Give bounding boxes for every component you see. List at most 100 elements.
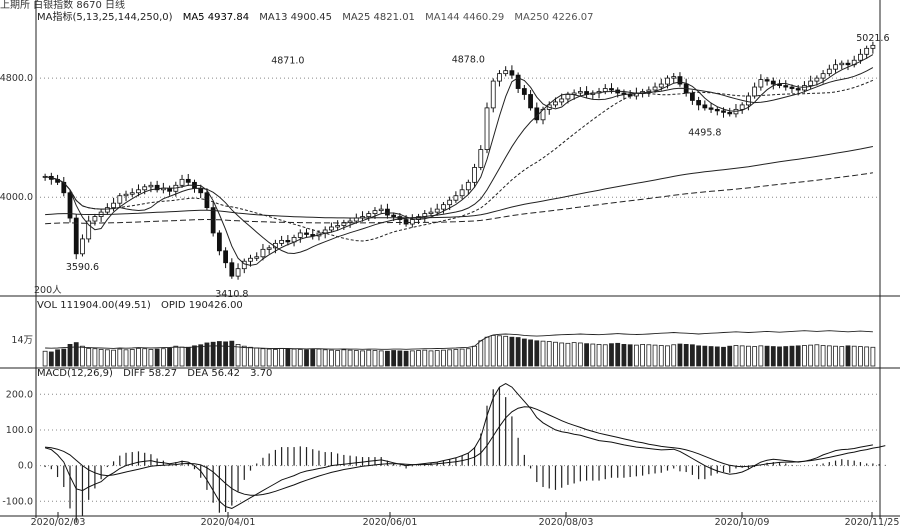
diff-line <box>44 383 873 509</box>
candle-body <box>142 186 148 191</box>
volume-bar <box>590 343 596 367</box>
candle-body <box>409 219 415 225</box>
price-annotation: 4495.8 <box>688 127 721 138</box>
volume-bar <box>61 348 67 367</box>
volume-bar <box>633 344 639 367</box>
volume-bar <box>490 334 496 367</box>
candle-body <box>260 248 266 258</box>
volume-bar <box>683 343 689 367</box>
candle-body <box>86 220 92 240</box>
volume-bar <box>746 345 751 367</box>
volume-bar <box>845 345 851 367</box>
price-legend-ma5: MA5 4937.84 <box>182 12 250 23</box>
volume-bar <box>378 350 384 367</box>
volume-bar <box>640 343 645 367</box>
candle-body <box>795 88 801 91</box>
candle-body <box>839 62 845 66</box>
time-axis-label: 2020/10/09 <box>715 517 770 526</box>
candle-body <box>770 80 776 85</box>
volume-bar <box>80 345 85 367</box>
volume-bar <box>285 348 291 367</box>
volume-bar <box>117 348 123 367</box>
candle-body <box>609 88 614 91</box>
macd-legend-macd: 3.70 <box>250 368 273 379</box>
time-axis-label: 2020/02/03 <box>31 517 86 526</box>
candle-body <box>179 178 185 186</box>
volume-bar <box>223 341 228 367</box>
time-axis-label: 2020/04/01 <box>201 517 256 526</box>
volume-bar <box>98 349 104 367</box>
price-legend-ma13: MA13 4900.45 <box>259 12 332 23</box>
volume-bar <box>210 341 216 367</box>
candle-body <box>92 216 98 222</box>
volume-bar <box>434 350 440 367</box>
candle-body <box>279 239 285 244</box>
volume-bar <box>447 349 453 367</box>
volume-bar <box>546 341 552 367</box>
candle-body <box>565 94 571 100</box>
candle-body <box>136 189 141 194</box>
volume-bar <box>658 345 664 367</box>
candle-body <box>304 232 309 235</box>
volume-bar <box>347 349 353 367</box>
candle-body <box>210 207 216 234</box>
volume-bar <box>596 343 602 367</box>
volume-bar <box>416 350 421 367</box>
volume-bar <box>453 349 459 367</box>
volume-bar <box>733 345 739 367</box>
price-legend-ma144: MA144 4460.29 <box>425 12 505 23</box>
candle-body <box>677 76 683 85</box>
candle-body <box>366 213 372 217</box>
candle-body <box>223 250 228 264</box>
candle-body <box>665 77 670 85</box>
price-legend-main[interactable]: MA指标(5,13,25,144,250,0) <box>37 12 173 23</box>
volume-bar <box>235 343 241 367</box>
volume-bar <box>329 349 334 367</box>
candle-body <box>297 232 303 238</box>
volume-bar <box>565 342 571 367</box>
candle-body <box>216 232 222 252</box>
volume-bar <box>497 335 502 367</box>
volume-bar <box>770 346 776 367</box>
candle-body <box>385 208 390 216</box>
candle-body <box>739 104 745 110</box>
price-tick-label: 4800.0 <box>0 73 33 84</box>
ma5-line <box>44 54 874 266</box>
candle-body <box>708 107 714 110</box>
volume-bar <box>602 344 608 367</box>
volume-bar <box>229 340 235 367</box>
volume-bar <box>216 341 222 367</box>
candle-body <box>403 219 409 225</box>
volume-bar <box>721 346 726 367</box>
volume-bar <box>360 350 365 367</box>
volume-bar <box>609 343 614 367</box>
volume-bar <box>341 349 347 367</box>
candle-body <box>758 79 764 88</box>
candle-body <box>372 210 378 215</box>
volume-bar <box>814 344 820 367</box>
candle-body <box>521 88 527 95</box>
volume-bar <box>714 346 720 367</box>
candle-body <box>515 74 521 89</box>
volume-bar <box>353 350 359 367</box>
macd-legend-main[interactable]: MACD(12,26,9) <box>37 368 113 379</box>
volume-bar <box>484 336 490 367</box>
volume-legend-main[interactable]: VOL 111904.00(49.51) <box>37 300 151 311</box>
candle-body <box>777 83 782 86</box>
volume-bar <box>584 343 589 367</box>
candle-body <box>335 225 341 228</box>
volume-bar <box>752 346 758 367</box>
macd-legend-dea: DEA 56.42 <box>187 368 240 379</box>
volume-bar <box>136 347 141 367</box>
volume-bar <box>310 349 316 367</box>
volume-bar <box>789 345 795 367</box>
volume-bar <box>833 345 838 367</box>
candle-body <box>329 226 334 231</box>
volume-bar <box>671 344 677 367</box>
volume-bar <box>777 346 782 367</box>
volume-legend: VOL 111904.00(49.51) OPID 190426.00 <box>37 300 250 312</box>
volume-bar <box>677 343 683 367</box>
candle-body <box>702 104 708 109</box>
candle-body <box>721 110 726 113</box>
price-annotation: 3410.8 <box>215 289 248 300</box>
